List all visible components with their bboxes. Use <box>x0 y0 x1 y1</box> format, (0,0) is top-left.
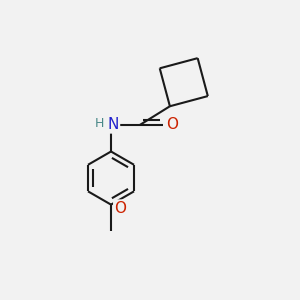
Text: N: N <box>108 117 119 132</box>
Text: O: O <box>114 201 126 216</box>
Text: H: H <box>94 117 104 130</box>
Text: O: O <box>166 117 178 132</box>
